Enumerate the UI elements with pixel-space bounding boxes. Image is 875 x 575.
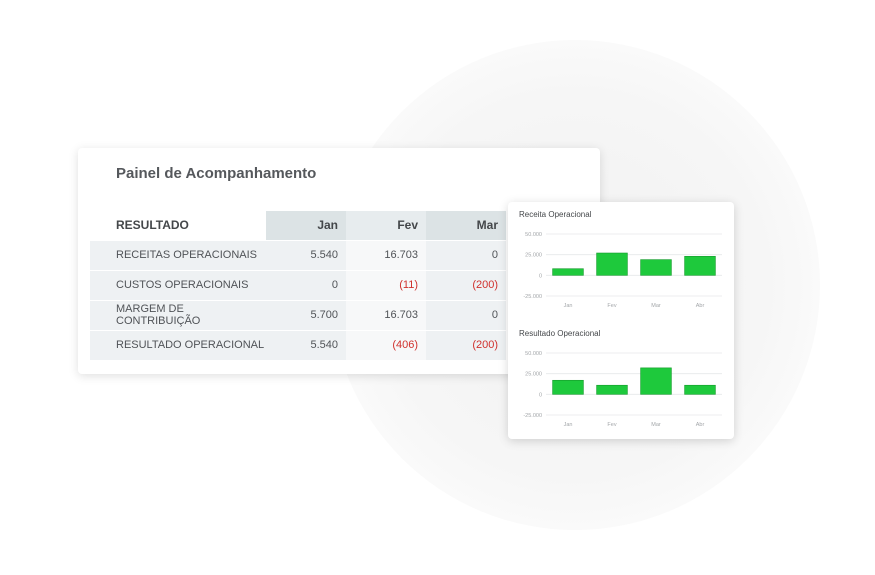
x-tick-label: Fev: [607, 303, 616, 309]
cell-mar: (200): [426, 269, 506, 300]
table-header-row: RESULTADO Jan Fev Mar: [90, 211, 506, 240]
cell-fev: (406): [346, 329, 426, 360]
bar-mar: [640, 259, 672, 276]
cell-jan: 5.540: [266, 329, 346, 360]
x-tick-label: Jan: [564, 303, 573, 309]
cell-jan: 5.700: [266, 299, 346, 330]
bar-abr: [684, 384, 716, 395]
y-tick-label: 25.000: [525, 372, 542, 378]
x-tick-label: Mar: [651, 422, 661, 428]
chart-title-receita: Receita Operacional: [519, 210, 592, 219]
bar-fev: [596, 252, 628, 276]
y-tick-label: 25.000: [525, 253, 542, 259]
cell-mar: 0: [426, 299, 506, 330]
x-tick-label: Fev: [607, 422, 616, 428]
cell-mar: (200): [426, 329, 506, 360]
table-row: RESULTADO OPERACIONAL 5.540 (406) (200): [90, 329, 506, 360]
cell-jan: 0: [266, 269, 346, 300]
cell-mar: 0: [426, 239, 506, 270]
y-tick-label: 0: [539, 273, 542, 279]
header-mar: Mar: [426, 211, 506, 240]
bar-jan: [552, 379, 584, 395]
row-label: RESULTADO OPERACIONAL: [90, 329, 266, 360]
bar-abr: [684, 256, 716, 276]
cell-fev: 16.703: [346, 239, 426, 270]
table-row: MARGEM DE CONTRIBUIÇÃO 5.700 16.703 0: [90, 299, 506, 330]
y-tick-label: 50.000: [525, 232, 542, 238]
table-row: RECEITAS OPERACIONAIS 5.540 16.703 0: [90, 239, 506, 270]
y-tick-label: -25.000: [523, 294, 542, 300]
x-tick-label: Jan: [564, 422, 573, 428]
row-label: MARGEM DE CONTRIBUIÇÃO: [90, 299, 266, 330]
x-tick-label: Mar: [651, 303, 661, 309]
x-tick-label: Abr: [696, 303, 705, 309]
y-tick-label: -25.000: [523, 413, 542, 419]
panel-title: Painel de Acompanhamento: [116, 165, 317, 182]
table-row: CUSTOS OPERACIONAIS 0 (11) (200): [90, 269, 506, 300]
header-resultado: RESULTADO: [90, 211, 266, 240]
header-fev: Fev: [346, 211, 426, 240]
charts-card: Receita Operacional 50.000 25.000 0 -25.000…: [508, 202, 734, 439]
cell-fev: 16.703: [346, 299, 426, 330]
receita-chart: 50.000 25.000 0 -25.000 Jan Fev Mar Abr: [523, 232, 722, 309]
chart-title-resultado: Resultado Operacional: [519, 329, 601, 338]
x-tick-label: Abr: [696, 422, 705, 428]
cell-jan: 5.540: [266, 239, 346, 270]
y-tick-label: 50.000: [525, 351, 542, 357]
row-label: RECEITAS OPERACIONAIS: [90, 239, 266, 270]
header-jan: Jan: [266, 211, 346, 240]
cell-fev: (11): [346, 269, 426, 300]
results-table: RESULTADO Jan Fev Mar RECEITAS OPERACION…: [90, 211, 506, 360]
y-tick-label: 0: [539, 392, 542, 398]
bar-fev: [596, 384, 628, 395]
bar-jan: [552, 268, 584, 276]
bar-mar: [640, 367, 672, 395]
resultado-chart: 50.000 25.000 0 -25.000 Jan Fev Mar Abr: [523, 351, 722, 428]
row-label: CUSTOS OPERACIONAIS: [90, 269, 266, 300]
